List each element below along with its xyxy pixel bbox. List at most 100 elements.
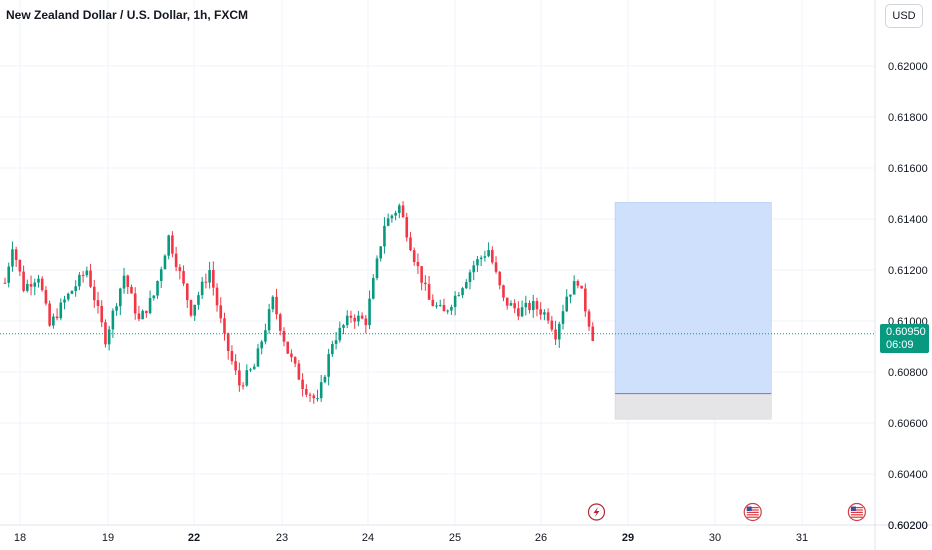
candle-body bbox=[171, 235, 174, 254]
candle-body bbox=[92, 286, 96, 301]
candle-body bbox=[212, 270, 215, 288]
candle-body bbox=[591, 326, 595, 341]
candle-body bbox=[78, 274, 81, 287]
candle-body bbox=[245, 370, 249, 386]
last-price-tag: 0.60950 06:09 bbox=[880, 324, 929, 353]
candle-body bbox=[18, 259, 22, 272]
time-tick-label: 25 bbox=[449, 532, 461, 544]
candle-body bbox=[520, 307, 524, 317]
candle-body bbox=[371, 278, 375, 299]
candle-body bbox=[11, 249, 14, 267]
candle-body bbox=[461, 288, 464, 296]
candle-body bbox=[502, 285, 505, 298]
candle-body bbox=[7, 266, 11, 283]
candle-body bbox=[200, 281, 204, 296]
candle-body bbox=[550, 320, 554, 330]
candle-body bbox=[252, 366, 256, 370]
candle-body bbox=[256, 348, 260, 367]
candle-body bbox=[89, 270, 92, 287]
us-flag-stripe bbox=[746, 511, 759, 513]
candle-body bbox=[137, 313, 141, 320]
candle-body bbox=[26, 283, 29, 291]
candle-body bbox=[3, 282, 7, 284]
candle-body bbox=[178, 267, 182, 272]
candle-body bbox=[416, 261, 420, 267]
candle-body bbox=[85, 270, 89, 276]
price-tick-label: 0.60200 bbox=[888, 520, 928, 532]
us-flag-stripe bbox=[850, 507, 863, 509]
candle-body bbox=[204, 281, 208, 283]
candle-body bbox=[472, 265, 476, 273]
candle-body bbox=[148, 298, 152, 314]
candle-body bbox=[312, 395, 316, 399]
candle-body bbox=[368, 298, 371, 326]
candle-body bbox=[557, 323, 561, 340]
price-tick-label: 0.60800 bbox=[888, 367, 928, 379]
price-tick-label: 0.62000 bbox=[888, 61, 928, 73]
candle-body bbox=[375, 258, 379, 279]
price-tick-label: 0.61200 bbox=[888, 265, 928, 277]
candle-body bbox=[342, 325, 345, 328]
candle-body bbox=[249, 369, 252, 371]
candle-body bbox=[468, 272, 472, 283]
candle-body bbox=[427, 284, 431, 300]
candle-body bbox=[66, 293, 70, 300]
candle-body bbox=[293, 357, 297, 364]
candle-body bbox=[301, 379, 304, 390]
candle-body bbox=[513, 303, 516, 309]
candle-body bbox=[33, 282, 37, 287]
candle-body bbox=[126, 275, 130, 287]
candle-body bbox=[189, 300, 193, 316]
candle-body bbox=[398, 205, 401, 213]
candle-body bbox=[535, 301, 539, 310]
candle-body bbox=[487, 250, 490, 257]
candle-body bbox=[74, 286, 77, 291]
candle-body bbox=[271, 296, 275, 310]
candle-body bbox=[483, 256, 487, 258]
candle-body bbox=[290, 353, 293, 358]
candle-body bbox=[431, 299, 435, 306]
us-flag-canton bbox=[746, 506, 752, 511]
candle-body bbox=[539, 309, 542, 315]
candle-body bbox=[22, 271, 25, 291]
candle-body bbox=[241, 385, 245, 387]
candle-body bbox=[528, 302, 531, 311]
candle-body bbox=[226, 333, 230, 352]
candle-body bbox=[81, 274, 85, 276]
candle-body bbox=[349, 315, 353, 318]
currency-button[interactable]: USD bbox=[885, 4, 923, 28]
candle-body bbox=[327, 354, 330, 377]
us-flag-stripe bbox=[850, 509, 863, 511]
candle-body bbox=[569, 294, 572, 297]
us-flag-stripe bbox=[850, 516, 863, 518]
candle-body bbox=[100, 305, 104, 323]
time-tick-label: 29 bbox=[622, 532, 634, 544]
candle-body bbox=[260, 341, 263, 349]
candle-body bbox=[219, 305, 223, 319]
candle-body bbox=[37, 278, 40, 283]
candle-body bbox=[379, 246, 383, 259]
candle-body bbox=[464, 282, 468, 289]
time-tick-label: 31 bbox=[796, 532, 808, 544]
candle-body bbox=[156, 280, 159, 296]
candle-body bbox=[360, 315, 364, 319]
candle-body bbox=[145, 310, 148, 314]
candle-body bbox=[70, 290, 74, 294]
candle-body bbox=[275, 296, 278, 315]
us-flag-stripe bbox=[850, 514, 863, 516]
candle-body bbox=[305, 389, 308, 395]
candle-body bbox=[223, 318, 226, 334]
candle-body bbox=[438, 305, 442, 307]
candle-body bbox=[450, 306, 453, 311]
candle-body bbox=[323, 376, 327, 383]
candle-body bbox=[230, 351, 234, 362]
lightning-icon-glyph bbox=[593, 507, 600, 517]
candle-body bbox=[409, 237, 412, 251]
target-zone bbox=[614, 202, 772, 394]
candle-body bbox=[390, 215, 394, 219]
candle-body bbox=[364, 318, 368, 326]
candle-body bbox=[48, 303, 51, 326]
candle-body bbox=[353, 317, 356, 322]
candle-body bbox=[40, 278, 44, 291]
